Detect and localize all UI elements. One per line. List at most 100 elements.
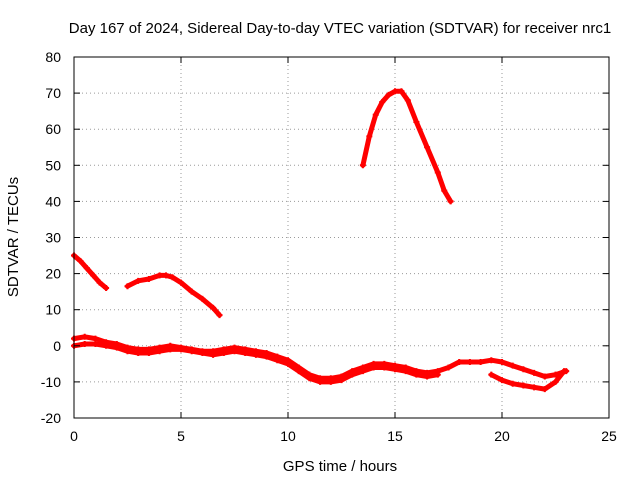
data-point: [466, 359, 473, 366]
data-point: [349, 371, 356, 378]
data-point: [81, 340, 88, 347]
data-point: [434, 371, 441, 378]
data-point: [434, 169, 441, 176]
data-point: [372, 111, 379, 118]
data-point: [370, 364, 377, 371]
data-point: [531, 369, 538, 376]
data-point: [210, 304, 217, 311]
data-point: [338, 377, 345, 384]
data-point: [499, 359, 505, 366]
data-point: [520, 382, 527, 389]
data-point: [488, 357, 495, 364]
data-point: [424, 144, 431, 151]
data-point: [366, 133, 373, 140]
y-tick-label: 70: [45, 85, 61, 101]
x-tick-label: 5: [177, 428, 185, 444]
data-point: [392, 366, 398, 373]
y-tick-label: 60: [45, 121, 61, 137]
data-point: [216, 312, 223, 319]
data-point: [188, 288, 195, 295]
y-tick-label: -10: [41, 374, 61, 390]
data-point: [477, 359, 484, 366]
data-point: [210, 351, 217, 358]
data-point: [499, 377, 505, 384]
y-axis-label: SDTVAR / TECUs: [5, 177, 22, 297]
data-point: [263, 353, 270, 360]
data-point: [167, 346, 174, 353]
data-point: [220, 350, 227, 357]
data-point: [402, 368, 409, 375]
data-point: [274, 357, 281, 364]
x-axis-label: GPS time / hours: [283, 458, 397, 475]
data-point: [531, 384, 538, 391]
data-point: [103, 342, 110, 349]
data-point: [77, 257, 84, 264]
data-point: [156, 348, 163, 355]
data-point: [163, 272, 170, 279]
data-point: [327, 378, 334, 385]
y-tick-label: 40: [45, 193, 61, 209]
data-point: [509, 362, 516, 369]
y-tick-label: 0: [53, 338, 61, 354]
data-point: [285, 360, 291, 367]
data-point: [541, 386, 548, 393]
data-point: [381, 364, 388, 371]
data-point: [488, 371, 495, 378]
data-point: [90, 272, 97, 279]
data-point: [178, 279, 184, 286]
data-point: [135, 350, 142, 357]
grid: [74, 57, 609, 418]
data-point: [156, 272, 163, 279]
series-layer: [71, 88, 570, 393]
data-point: [124, 283, 131, 290]
y-tick-label: 30: [45, 230, 61, 246]
y-tick-label: 50: [45, 157, 61, 173]
data-point: [561, 368, 568, 375]
y-tick-label: 20: [45, 266, 61, 282]
data-point: [96, 279, 103, 286]
data-point: [306, 375, 313, 382]
tick-layer: 0 5 10 15 20 25 -20 -10 0 10 20 30 40 50 60 70 80: [41, 49, 617, 444]
data-point: [113, 344, 120, 351]
data-point: [385, 91, 392, 98]
series-line-segment-2: [125, 272, 222, 318]
data-point: [169, 274, 176, 281]
data-point: [145, 350, 152, 357]
data-point: [83, 265, 90, 272]
series-line-segment-3: [360, 88, 454, 204]
data-point: [413, 371, 420, 378]
data-point: [404, 97, 411, 104]
x-tick-label: 15: [387, 428, 403, 444]
data-point: [92, 340, 99, 347]
data-point: [252, 351, 259, 358]
series-line-segment-4: [71, 334, 569, 381]
data-point: [445, 364, 452, 371]
data-point: [520, 366, 527, 373]
y-tick-label: -20: [41, 410, 61, 426]
x-tick-label: 10: [280, 428, 296, 444]
data-point: [295, 368, 302, 375]
data-point: [552, 378, 559, 385]
x-tick-label: 0: [70, 428, 78, 444]
data-point: [541, 373, 548, 380]
data-point: [456, 359, 463, 366]
data-point: [317, 378, 324, 385]
data-point: [359, 162, 366, 169]
data-point: [92, 335, 99, 342]
data-point: [103, 285, 110, 292]
data-point: [199, 350, 206, 357]
chart-title: Day 167 of 2024, Sidereal Day-to-day VTE…: [69, 20, 611, 37]
data-point: [379, 99, 386, 106]
data-point: [398, 88, 405, 95]
data-point: [178, 346, 184, 353]
data-point: [199, 295, 206, 302]
data-point: [359, 368, 366, 375]
data-point: [188, 348, 195, 355]
y-tick-label: 80: [45, 49, 61, 65]
data-point: [392, 88, 398, 95]
data-point: [552, 371, 559, 378]
data-point: [509, 380, 516, 387]
data-point: [135, 277, 142, 284]
data-point: [441, 187, 448, 194]
